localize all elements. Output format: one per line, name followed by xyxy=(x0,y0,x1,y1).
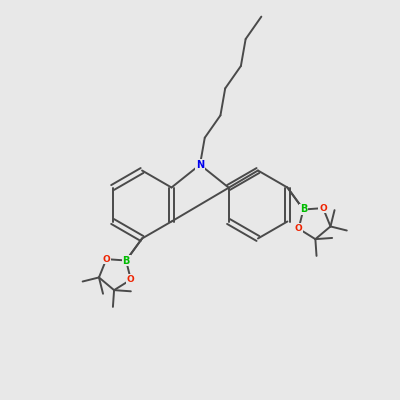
Text: O: O xyxy=(295,224,302,233)
Text: N: N xyxy=(196,160,204,170)
Text: O: O xyxy=(127,275,135,284)
Text: B: B xyxy=(300,204,307,214)
Text: B: B xyxy=(122,256,130,266)
Text: O: O xyxy=(319,204,327,213)
Text: O: O xyxy=(102,255,110,264)
